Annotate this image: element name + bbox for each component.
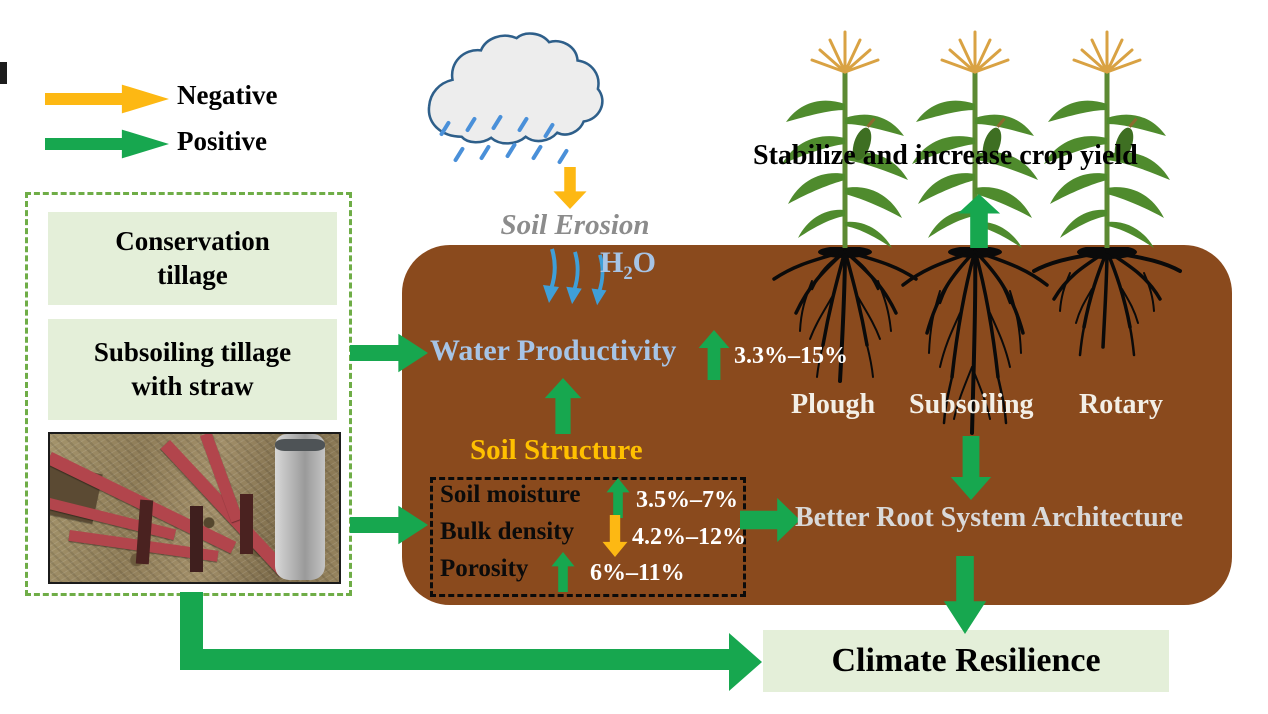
soil-block — [402, 245, 1232, 605]
water-infiltration-arrow-icon — [591, 254, 607, 306]
photo-shank — [240, 494, 253, 554]
soil-erosion-down-arrow-icon — [553, 167, 587, 209]
tillage-to-soil-arrow-icon — [350, 333, 428, 373]
water-infiltration-arrow-icon — [543, 248, 559, 303]
soil-to-climate-down-arrow-icon — [943, 556, 987, 634]
water-productivity-up-arrow-icon — [698, 330, 730, 380]
positive-arrow-icon — [45, 129, 169, 159]
h2o-label: H2O — [600, 246, 656, 284]
tillage-type-subsoiling: Subsoiling — [909, 389, 1034, 420]
climate-resilience-label: Climate Resilience — [831, 642, 1101, 679]
water-productivity-label: Water Productivity — [430, 334, 677, 367]
soil-moisture-change: 3.5%–7% — [636, 487, 738, 513]
bulk-density-change: 4.2%–12% — [632, 524, 746, 550]
structure-to-productivity-up-arrow-icon — [544, 378, 582, 434]
negative-arrow-icon — [45, 84, 169, 114]
subsoiling-straw-label: Subsoiling tillage with straw — [93, 336, 292, 401]
legend-positive-label: Positive — [177, 126, 267, 156]
porosity-up-arrow-icon — [551, 552, 575, 592]
photo-roller-band — [275, 439, 325, 451]
interventions-to-climate-arrow-icon — [180, 592, 762, 691]
soil-metrics-box — [430, 477, 746, 597]
porosity-change: 6%–11% — [590, 560, 685, 586]
plough-roots-illustration — [772, 247, 918, 383]
subsoiler-to-soil-arrow-icon — [350, 505, 428, 545]
water-productivity-change: 3.3%–15% — [734, 343, 848, 369]
photo-shank — [135, 499, 154, 565]
conservation-tillage-box: Conservation tillage — [48, 212, 337, 305]
metrics-to-root-arrow-icon — [740, 497, 800, 543]
climate-resilience-box: Climate Resilience — [763, 630, 1169, 692]
subsoiling-straw-box: Subsoiling tillage with straw — [48, 319, 337, 420]
conservation-tillage-label: Conservation tillage — [115, 225, 270, 290]
soil-structure-label: Soil Structure — [470, 434, 643, 466]
yield-up-arrow-icon — [957, 194, 1001, 248]
subsoiling-to-root-down-arrow-icon — [950, 436, 992, 500]
subsoiling-roots-illustration — [901, 247, 1049, 435]
soil-erosion-label: Soil Erosion — [500, 209, 650, 241]
bulk-density-label: Bulk density — [440, 518, 575, 545]
photo-shank — [190, 506, 203, 572]
water-infiltration-arrow-icon — [566, 251, 582, 305]
crop-yield-caption: Stabilize and increase crop yield — [753, 140, 1138, 171]
tillage-type-plough: Plough — [791, 389, 876, 420]
tillage-type-rotary: Rotary — [1079, 389, 1163, 420]
edge-artifact — [0, 62, 7, 84]
corn-plant-illustration — [782, 30, 908, 248]
photo-roller-cylinder — [275, 434, 325, 580]
corn-plant-illustration — [1044, 30, 1170, 248]
subsoiler-photo — [48, 432, 341, 584]
soil-moisture-label: Soil moisture — [440, 481, 581, 508]
legend-negative-label: Negative — [177, 80, 278, 110]
rain-cloud-icon — [427, 32, 604, 145]
rotary-roots-illustration — [1032, 247, 1182, 357]
root-architecture-label: Better Root System Architecture — [795, 502, 1183, 533]
bulk-density-down-arrow-icon — [602, 515, 628, 557]
porosity-label: Porosity — [440, 555, 529, 582]
soil-moisture-up-arrow-icon — [606, 478, 630, 518]
